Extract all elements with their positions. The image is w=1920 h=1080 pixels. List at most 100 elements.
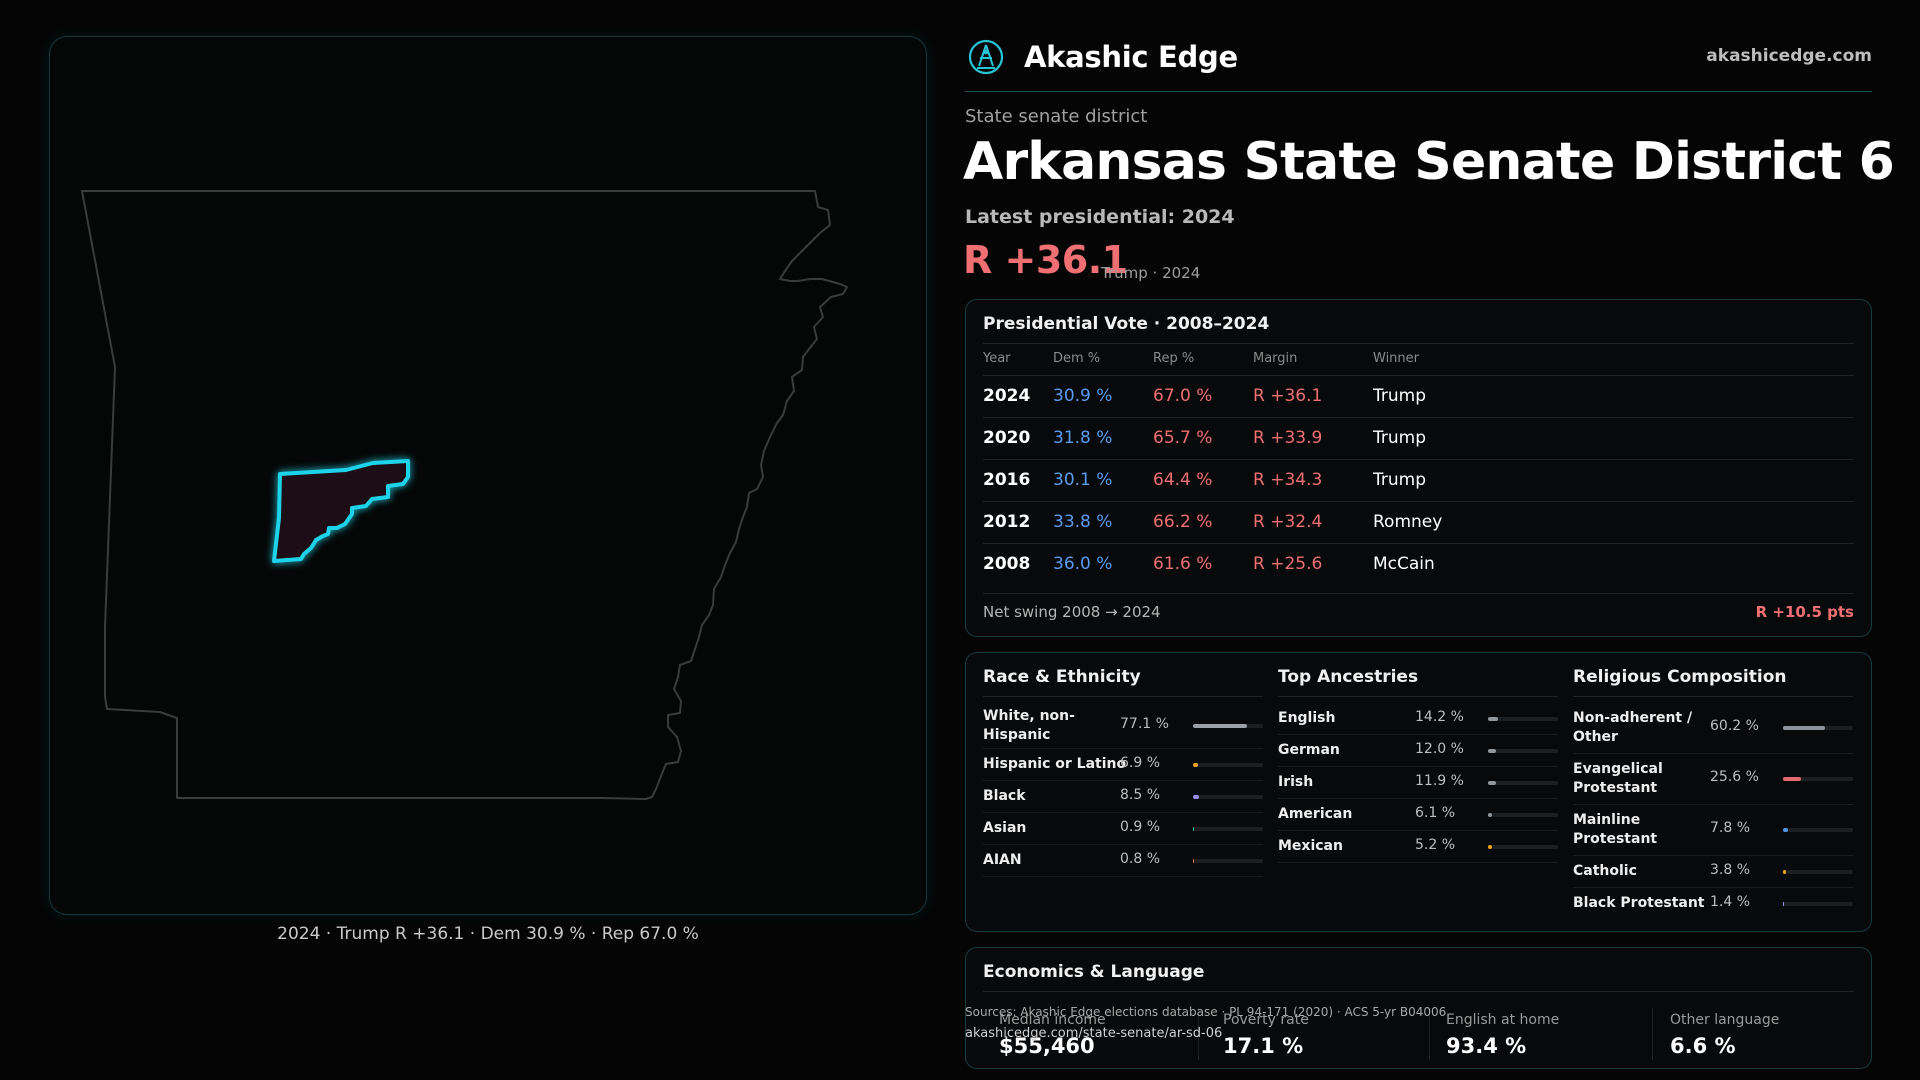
bar-fill <box>1488 813 1493 817</box>
bar-track <box>1193 795 1263 799</box>
bar-fill <box>1488 781 1497 785</box>
item-percent: 60.2 % <box>1710 718 1759 734</box>
bar-track <box>1488 781 1558 785</box>
row-dem-pct: 31.8 % <box>1053 428 1113 448</box>
item-percent: 6.9 % <box>1120 755 1161 771</box>
stat-value: 6.6 % <box>1670 1034 1736 1058</box>
item-percent: 0.8 % <box>1120 851 1161 867</box>
bar-track <box>1488 813 1558 817</box>
divider <box>1198 1008 1199 1060</box>
brand-bar: Akashic Edge akashicedge.com <box>965 34 1872 92</box>
divider <box>1429 1008 1430 1060</box>
item-percent: 6.1 % <box>1415 805 1456 821</box>
table-row[interactable]: 2016 30.1 % 64.4 % R +34.3 Trump <box>983 459 1854 501</box>
row-rep-pct: 61.6 % <box>1153 554 1213 574</box>
item-label: Evangelical Protestant <box>1573 761 1663 796</box>
bar-fill <box>1193 724 1247 728</box>
row-rep-pct: 65.7 % <box>1153 428 1213 448</box>
bar-track <box>1193 827 1263 831</box>
list-item: Non-adherent / Other 60.2 % <box>1573 703 1853 754</box>
net-swing-label: Net swing 2008 → 2024 <box>983 603 1161 621</box>
list-item: Hispanic or Latino 6.9 % <box>983 749 1263 781</box>
stat-other-language: Other language 6.6 % <box>1670 1012 1870 1062</box>
row-margin: R +36.1 <box>1253 386 1323 406</box>
divider <box>983 696 1263 697</box>
map-panel <box>49 36 927 915</box>
map-caption: 2024 · Trump R +36.1 · Dem 30.9 % · Rep … <box>277 924 699 944</box>
item-percent: 1.4 % <box>1710 894 1751 910</box>
row-dem-pct: 30.9 % <box>1053 386 1113 406</box>
brand-name[interactable]: Akashic Edge <box>1024 40 1238 74</box>
row-year: 2008 <box>983 554 1031 574</box>
row-year: 2016 <box>983 470 1031 490</box>
item-percent: 8.5 % <box>1120 787 1161 803</box>
row-winner: Romney <box>1373 512 1443 532</box>
row-dem-pct: 36.0 % <box>1053 554 1113 574</box>
bar-track <box>1783 726 1853 730</box>
stat-english-at-home: English at home 93.4 % <box>1446 1012 1646 1062</box>
row-margin: R +32.4 <box>1253 512 1323 532</box>
divider <box>1278 696 1558 697</box>
bar-track <box>1488 749 1558 753</box>
row-winner: Trump <box>1373 386 1427 406</box>
bar-track <box>1783 777 1853 781</box>
item-label: English <box>1278 710 1336 726</box>
item-percent: 14.2 % <box>1415 709 1464 725</box>
bar-fill <box>1783 828 1789 832</box>
bar-track <box>1193 763 1263 767</box>
item-label: Hispanic or Latino <box>983 756 1127 772</box>
table-row[interactable]: 2024 30.9 % 67.0 % R +36.1 Trump <box>983 375 1854 417</box>
item-percent: 25.6 % <box>1710 769 1759 785</box>
item-label: American <box>1278 806 1353 822</box>
row-dem-pct: 33.8 % <box>1053 512 1113 532</box>
item-label: Black <box>983 788 1026 804</box>
stat-value: $55,460 <box>999 1034 1095 1058</box>
item-label: German <box>1278 742 1340 758</box>
row-margin: R +34.3 <box>1253 470 1323 490</box>
bar-fill <box>1193 859 1195 863</box>
brand-divider <box>965 91 1872 92</box>
bar-track <box>1193 859 1263 863</box>
bar-fill <box>1783 870 1786 874</box>
stat-label: Median income <box>999 1012 1106 1028</box>
net-swing-value: R +10.5 pts <box>1755 603 1854 621</box>
stat-label: English at home <box>1446 1012 1560 1028</box>
divider <box>983 593 1854 594</box>
latest-margin: R +36.1 <box>963 238 1128 282</box>
akashic-edge-logo-icon[interactable] <box>967 38 1005 76</box>
latest-presidential-label: Latest presidential: 2024 <box>965 206 1235 228</box>
divider <box>983 991 1854 992</box>
district-6-shape[interactable] <box>272 459 410 563</box>
list-item: American 6.1 % <box>1278 799 1558 831</box>
list-item: Mainline Protestant 7.8 % <box>1573 805 1853 856</box>
bar-fill <box>1193 827 1195 831</box>
table-row[interactable]: 2020 31.8 % 65.7 % R +33.9 Trump <box>983 417 1854 459</box>
item-label: Non-adherent / Other <box>1573 710 1693 745</box>
page-kicker: State senate district <box>965 106 1148 127</box>
state-map <box>81 190 848 800</box>
stat-value: 93.4 % <box>1446 1034 1527 1058</box>
site-url-link[interactable]: akashicedge.com <box>1706 46 1872 66</box>
item-percent: 11.9 % <box>1415 773 1464 789</box>
col-header-winner: Winner <box>1373 351 1420 366</box>
state-outline <box>81 190 848 800</box>
source-url-link[interactable]: akashicedge.com/state-senate/ar-sd-06 <box>965 1026 1223 1041</box>
bar-fill <box>1488 749 1497 753</box>
stat-poverty-rate: Poverty rate 17.1 % <box>1223 1012 1423 1062</box>
list-item: White, non-Hispanic 77.1 % <box>983 703 1263 749</box>
bar-fill <box>1488 845 1492 849</box>
col-header-year: Year <box>983 351 1011 366</box>
row-rep-pct: 64.4 % <box>1153 470 1213 490</box>
bar-fill <box>1783 726 1826 730</box>
table-row[interactable]: 2008 36.0 % 61.6 % R +25.6 McCain <box>983 543 1854 585</box>
list-item: German 12.0 % <box>1278 735 1558 767</box>
item-label: Catholic <box>1573 863 1637 879</box>
table-row[interactable]: 2012 33.8 % 66.2 % R +32.4 Romney <box>983 501 1854 543</box>
item-percent: 5.2 % <box>1415 837 1456 853</box>
row-margin: R +25.6 <box>1253 554 1323 574</box>
demographics-card: Race & Ethnicity White, non-Hispanic 77.… <box>965 652 1872 932</box>
divider <box>983 343 1854 344</box>
row-winner: McCain <box>1373 554 1435 574</box>
latest-margin-subtitle: Trump · 2024 <box>1101 264 1201 282</box>
row-rep-pct: 66.2 % <box>1153 512 1213 532</box>
